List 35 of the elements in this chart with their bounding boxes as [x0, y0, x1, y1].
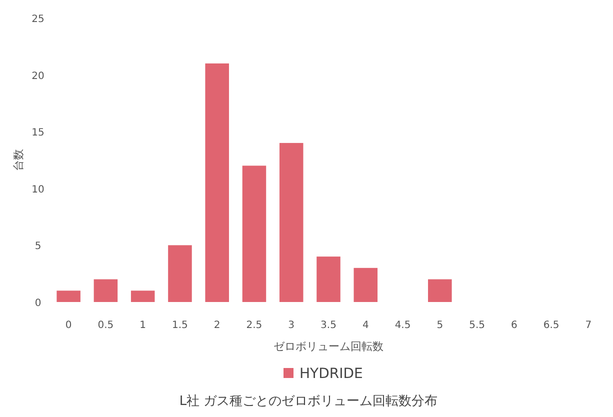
x-tick-label: 5.5	[469, 320, 485, 331]
legend-label: HYDRIDE	[300, 366, 363, 382]
x-tick-label: 6	[510, 320, 518, 331]
bar	[242, 166, 266, 302]
x-tick-label: 3	[288, 320, 295, 331]
bar	[56, 290, 80, 302]
bar	[130, 290, 155, 302]
y-tick-label: 25	[32, 14, 44, 25]
y-tick-label: 0	[34, 298, 42, 309]
y-tick-label: 15	[32, 128, 44, 139]
bar	[168, 245, 192, 302]
bar	[279, 142, 304, 302]
bar	[428, 279, 452, 302]
x-tick-label: 1	[140, 320, 146, 331]
x-tick-label: 1.5	[172, 320, 188, 331]
y-tick-label: 5	[34, 241, 42, 252]
x-axis-title: ゼロボリューム回転数	[274, 340, 384, 353]
x-tick-label: 2.5	[246, 320, 262, 331]
bar	[316, 256, 340, 302]
y-tick-label: 20	[32, 70, 44, 82]
x-tick-label: 4	[362, 320, 369, 331]
x-tick-label: 3.5	[320, 320, 336, 331]
x-tick-label: 6.5	[543, 320, 560, 331]
text: L社 ガス種ごとのゼロボリューム回転数分布	[179, 394, 438, 409]
x-tick-label: 5	[436, 320, 444, 331]
x-tick-label: 4.5	[394, 320, 411, 331]
x-tick-label: 0.5	[98, 320, 114, 331]
bar	[354, 268, 378, 302]
x-tick-label: 2	[214, 320, 220, 331]
x-tick-label: 0	[65, 320, 72, 331]
y-axis-title: 台数	[12, 149, 25, 171]
bar	[205, 63, 229, 302]
bar	[94, 279, 118, 302]
y-tick-label: 10	[32, 184, 44, 196]
x-tick-label: 7	[585, 320, 592, 331]
